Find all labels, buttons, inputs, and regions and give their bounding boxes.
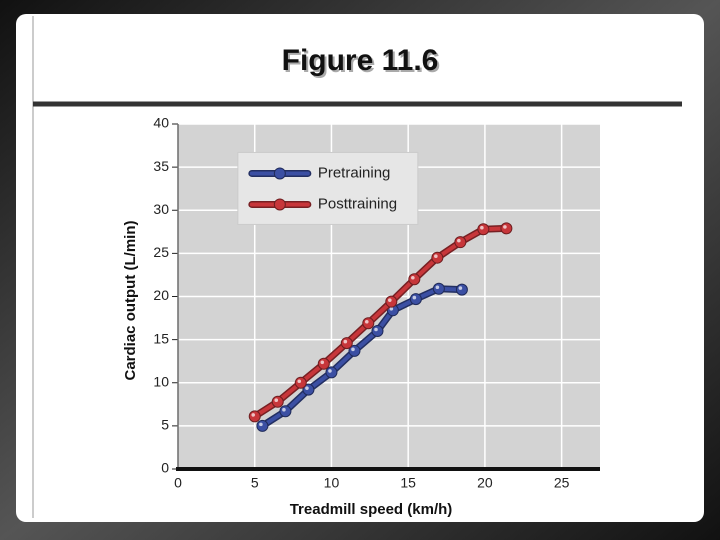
x-tick-label: 25 [554,475,570,491]
data-point [409,293,422,306]
data-point [294,376,307,389]
data-point [500,222,513,235]
data-point-highlight [343,339,348,344]
data-point-highlight [320,360,325,365]
data-point-highlight [434,254,438,258]
data-point [455,283,468,296]
data-point-highlight [251,413,256,417]
data-point-highlight [503,225,507,229]
x-tick-label: 5 [251,475,259,491]
data-point [371,325,384,337]
legend-label: Pretraining [318,164,391,181]
x-tick-label: 0 [174,475,182,491]
y-tick-label: 30 [153,201,169,217]
legend-box [237,151,419,225]
data-point-highlight [374,327,378,332]
title-shadow: Figure 11.6 [284,46,441,79]
data-point-highlight [305,386,309,390]
data-point-highlight [259,422,263,427]
data-point-highlight [412,295,417,300]
slide-title: Figure 11.6 [282,44,439,77]
data-point [340,337,353,350]
data-point-highlight [274,398,279,403]
data-point-highlight [351,347,355,352]
data-point-highlight [480,225,484,230]
data-point [454,236,467,249]
y-tick-label: 10 [153,373,169,389]
data-point [385,295,398,308]
data-point-highlight [411,275,415,280]
data-point-highlight [389,307,394,311]
y-tick-label: 5 [161,417,169,433]
legend-marker [273,167,286,180]
y-tick-label: 15 [153,330,169,346]
legend-marker [273,198,286,211]
x-axis-label: Treadmill speed (km/h) [290,501,453,518]
data-point [271,395,284,408]
data-point [279,405,292,418]
data-point [256,419,269,432]
series-line [260,286,464,428]
data-point-highlight [388,298,392,302]
data-point [317,357,330,370]
data-point-highlight [435,285,440,290]
data-point-highlight [328,369,332,373]
data-point [248,410,261,423]
y-tick-label: 20 [153,287,169,303]
legend-label: Posttraining [318,195,397,212]
y-axis-label: Cardiac output (L/min) [122,221,139,381]
y-tick-label: 35 [153,158,169,174]
data-point [362,317,375,330]
data-point-highlight [364,319,369,324]
x-tick-label: 20 [477,475,493,491]
data-point-highlight [457,238,461,243]
chart: 0 5 10 15 20 25 30 35 40 0 5 10 15 20 25 Treadmill spee… [122,115,600,518]
x-tick-label: 10 [324,475,340,491]
y-tick-label: 0 [161,460,169,476]
data-point-highlight [458,286,463,290]
data-point [408,273,421,286]
data-point [432,282,445,295]
data-point-highlight [282,407,286,412]
data-point [325,366,338,379]
y-tick-label: 25 [153,244,169,260]
x-tick-label: 15 [400,475,416,491]
y-tick-label: 40 [153,115,169,131]
data-point-highlight [297,379,302,384]
data-point [477,223,490,236]
data-point [431,251,444,264]
